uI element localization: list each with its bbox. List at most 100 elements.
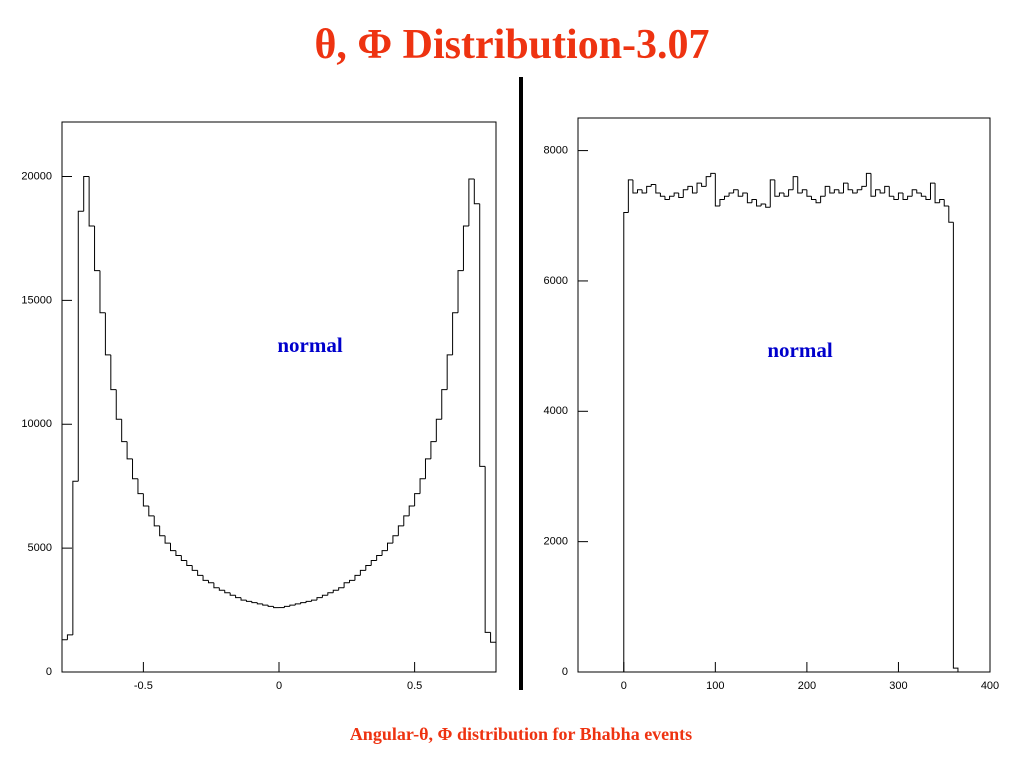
histogram-bin <box>218 587 225 591</box>
histogram-bin <box>733 189 739 193</box>
histogram-bin <box>289 604 296 607</box>
histogram-bin <box>824 185 830 197</box>
histogram-bin <box>430 441 437 459</box>
histogram-bin <box>843 182 849 193</box>
histogram-bin <box>856 189 862 193</box>
histogram-bin <box>691 186 698 194</box>
histogram-bin <box>632 179 638 194</box>
histogram-bin <box>756 199 762 207</box>
histogram-bin <box>213 582 220 589</box>
y-tick-label: 8000 <box>544 144 568 156</box>
histogram-bin <box>148 506 155 517</box>
histogram-bin <box>121 419 128 443</box>
histogram-bin <box>746 192 752 204</box>
x-tick-label: 0 <box>621 680 627 692</box>
histogram-bin <box>939 198 945 203</box>
histogram-bin <box>788 189 794 197</box>
histogram-bin <box>99 270 106 314</box>
histogram-bin <box>815 199 821 204</box>
plot-frame <box>577 117 991 673</box>
histogram-bin <box>186 560 193 566</box>
histogram-bin <box>484 466 491 633</box>
histogram-bin <box>916 189 922 194</box>
histogram-bin <box>153 515 160 527</box>
histogram-bin <box>765 204 771 208</box>
histogram-bin <box>273 606 279 609</box>
histogram-bin <box>473 178 480 205</box>
histogram-bin <box>769 179 775 208</box>
plot-frame <box>61 121 497 673</box>
histogram-bin <box>646 185 652 193</box>
histogram-bin <box>479 203 486 467</box>
histogram-bin <box>381 550 388 556</box>
histogram-bin <box>728 192 734 197</box>
histogram-bin <box>72 480 79 635</box>
y-tick-label: 0 <box>562 666 568 678</box>
x-tick-label: 0 <box>276 680 282 692</box>
histogram-bin <box>907 195 913 200</box>
histogram-bin <box>865 172 871 187</box>
y-tick-label: 6000 <box>544 275 568 287</box>
histogram-bin <box>316 597 323 601</box>
histogram-bin <box>797 176 803 194</box>
histogram-bin <box>760 203 766 206</box>
histogram-bin <box>191 565 198 571</box>
histogram-bin <box>457 270 464 313</box>
y-tick-label: 20000 <box>21 170 52 182</box>
x-tick-label: -0.5 <box>134 680 153 692</box>
histogram-bin <box>641 189 647 194</box>
histogram-bin <box>370 560 377 566</box>
y-tick-label: 10000 <box>21 418 52 430</box>
histogram-bin <box>897 192 904 200</box>
histogram-bin <box>197 570 204 576</box>
histogram-bin <box>376 555 383 561</box>
histogram-bin <box>321 594 328 598</box>
histogram-bin <box>888 186 894 197</box>
histogram-bin <box>408 505 415 516</box>
histogram-bin <box>737 189 743 197</box>
histogram-bin <box>132 458 138 480</box>
histogram-bin <box>778 192 784 197</box>
histogram-bin <box>229 592 236 596</box>
histogram-bin <box>943 199 949 207</box>
x-tick-label: 300 <box>889 680 907 692</box>
annotation: normal <box>767 338 832 362</box>
histogram-bin <box>392 535 399 544</box>
histogram-bin <box>682 189 688 198</box>
histogram-bin <box>783 192 789 197</box>
x-tick-label: 200 <box>798 680 816 692</box>
annotation: normal <box>277 333 342 357</box>
histogram-bin <box>806 189 812 197</box>
histogram-bin <box>343 582 350 588</box>
histogram-bin <box>462 225 469 271</box>
histogram-bin <box>792 176 798 190</box>
histogram-bin <box>847 183 853 191</box>
y-tick-label: 5000 <box>28 542 52 554</box>
histogram-bin <box>441 389 448 420</box>
histogram-bin <box>870 173 876 197</box>
histogram-bin <box>879 189 885 194</box>
histogram-bin <box>637 189 643 193</box>
histogram-bin <box>175 550 182 557</box>
histogram-bin <box>742 192 748 197</box>
histogram-bin <box>861 185 867 190</box>
histogram-bin <box>623 212 629 672</box>
histogram-bin <box>354 574 361 581</box>
histogram-bin <box>240 597 247 601</box>
histogram-bin <box>424 458 431 479</box>
histogram-bin <box>180 555 187 562</box>
histogram-bin <box>810 196 817 200</box>
histogram-bin <box>774 179 780 197</box>
histogram-bin <box>884 185 890 193</box>
histogram-bin <box>235 595 242 599</box>
histogram-bin <box>387 542 393 551</box>
histogram-bin <box>359 569 366 576</box>
histogram-bin <box>327 592 334 596</box>
histogram-bin <box>262 603 269 606</box>
histogram-bin <box>852 189 858 194</box>
histogram-bin <box>397 525 404 536</box>
histogram-bin <box>115 389 122 420</box>
histogram-bin <box>468 178 475 227</box>
